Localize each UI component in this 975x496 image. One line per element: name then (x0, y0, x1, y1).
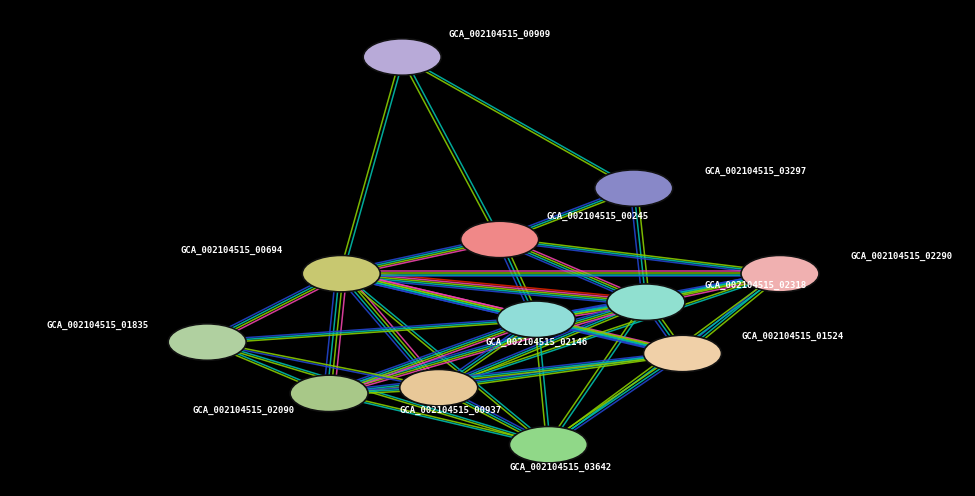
Text: GCA_002104515_01835: GCA_002104515_01835 (47, 320, 148, 329)
Circle shape (168, 324, 246, 360)
Text: GCA_002104515_00694: GCA_002104515_00694 (180, 247, 283, 255)
Circle shape (509, 427, 587, 463)
Circle shape (363, 39, 441, 75)
Text: GCA_002104515_02090: GCA_002104515_02090 (193, 406, 294, 415)
Text: GCA_002104515_02318: GCA_002104515_02318 (705, 281, 806, 290)
Circle shape (644, 335, 722, 372)
Text: GCA_002104515_00937: GCA_002104515_00937 (400, 406, 502, 415)
Circle shape (595, 170, 673, 206)
Text: GCA_002104515_01524: GCA_002104515_01524 (741, 332, 843, 341)
Circle shape (302, 255, 380, 292)
Text: GCA_002104515_02146: GCA_002104515_02146 (486, 337, 587, 347)
Text: GCA_002104515_00245: GCA_002104515_00245 (546, 212, 648, 221)
Text: GCA_002104515_00909: GCA_002104515_00909 (448, 30, 551, 39)
Circle shape (497, 301, 575, 337)
Circle shape (291, 375, 369, 412)
Text: GCA_002104515_02290: GCA_002104515_02290 (851, 252, 953, 261)
Circle shape (606, 284, 684, 320)
Text: GCA_002104515_03642: GCA_002104515_03642 (510, 463, 611, 472)
Circle shape (460, 221, 538, 258)
Circle shape (400, 370, 478, 406)
Text: GCA_002104515_03297: GCA_002104515_03297 (705, 167, 806, 176)
Circle shape (741, 255, 819, 292)
